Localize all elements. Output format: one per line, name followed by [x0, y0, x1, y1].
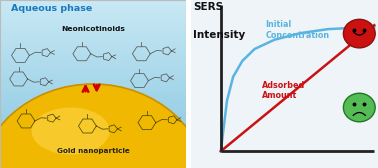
- Bar: [0, 52, 186, 55]
- Bar: [0, 94, 186, 97]
- Bar: [0, 15, 186, 17]
- Bar: [0, 113, 186, 116]
- Bar: [0, 42, 186, 44]
- Bar: [0, 48, 186, 50]
- Bar: [0, 19, 186, 21]
- Bar: [0, 50, 186, 52]
- Bar: [0, 13, 186, 15]
- Bar: [0, 25, 186, 27]
- Bar: [0, 65, 186, 67]
- Text: Intensity: Intensity: [193, 30, 245, 40]
- Bar: [0, 166, 186, 168]
- Bar: [0, 160, 186, 162]
- Bar: [0, 130, 186, 132]
- Text: Neonicotinoids: Neonicotinoids: [61, 26, 125, 32]
- Bar: [0, 80, 186, 82]
- Bar: [0, 118, 186, 120]
- Text: Adsorbed
Amount: Adsorbed Amount: [262, 81, 305, 100]
- Bar: [0, 46, 186, 48]
- Circle shape: [343, 93, 375, 122]
- Bar: [0, 141, 186, 143]
- Text: SERS: SERS: [193, 2, 223, 12]
- Bar: [0, 0, 186, 2]
- Bar: [0, 151, 186, 153]
- Bar: [0, 57, 186, 59]
- Bar: [0, 149, 186, 151]
- Bar: [0, 103, 186, 105]
- Bar: [0, 124, 186, 126]
- Bar: [0, 101, 186, 103]
- Bar: [0, 17, 186, 19]
- Bar: [0, 111, 186, 113]
- Bar: [0, 164, 186, 166]
- Bar: [0, 122, 186, 124]
- Bar: [0, 63, 186, 65]
- Bar: [0, 2, 186, 4]
- Bar: [0, 21, 186, 23]
- Bar: [0, 162, 186, 164]
- Bar: [0, 136, 186, 139]
- Circle shape: [0, 84, 208, 168]
- Bar: [0, 44, 186, 46]
- Bar: [0, 109, 186, 111]
- Bar: [0, 134, 186, 136]
- Bar: [0, 59, 186, 61]
- Bar: [0, 23, 186, 25]
- Bar: [0, 61, 186, 63]
- Circle shape: [343, 19, 375, 48]
- Bar: [0, 107, 186, 109]
- Bar: [0, 88, 186, 90]
- Bar: [0, 27, 186, 29]
- Bar: [0, 76, 186, 78]
- Bar: [0, 105, 186, 107]
- Bar: [0, 34, 186, 36]
- Bar: [0, 92, 186, 94]
- Bar: [0, 143, 186, 145]
- Bar: [0, 67, 186, 69]
- Bar: [0, 74, 186, 76]
- Bar: [0, 29, 186, 32]
- Bar: [0, 158, 186, 160]
- Bar: [0, 147, 186, 149]
- Bar: [0, 36, 186, 38]
- Bar: [0, 40, 186, 42]
- Bar: [0, 6, 186, 8]
- Bar: [0, 126, 186, 128]
- Text: Gold nanoparticle: Gold nanoparticle: [57, 148, 129, 154]
- Bar: [0, 132, 186, 134]
- Bar: [0, 82, 186, 84]
- Bar: [0, 71, 186, 74]
- Text: Initial
Concentration: Initial Concentration: [266, 20, 330, 39]
- Bar: [0, 78, 186, 80]
- Bar: [0, 155, 186, 158]
- Text: Aqueous phase: Aqueous phase: [11, 4, 92, 13]
- Bar: [0, 116, 186, 118]
- Bar: [0, 90, 186, 92]
- Bar: [0, 38, 186, 40]
- Bar: [0, 32, 186, 34]
- Bar: [0, 145, 186, 147]
- Bar: [0, 139, 186, 141]
- Bar: [0, 97, 186, 99]
- Bar: [0, 10, 186, 13]
- Bar: [0, 69, 186, 71]
- Bar: [0, 8, 186, 10]
- Bar: [0, 4, 186, 6]
- Bar: [0, 153, 186, 155]
- Bar: [0, 86, 186, 88]
- Bar: [0, 55, 186, 57]
- Bar: [0, 99, 186, 101]
- Bar: [0, 84, 186, 86]
- Bar: [0, 128, 186, 130]
- Ellipse shape: [32, 108, 110, 155]
- Bar: [0, 120, 186, 122]
